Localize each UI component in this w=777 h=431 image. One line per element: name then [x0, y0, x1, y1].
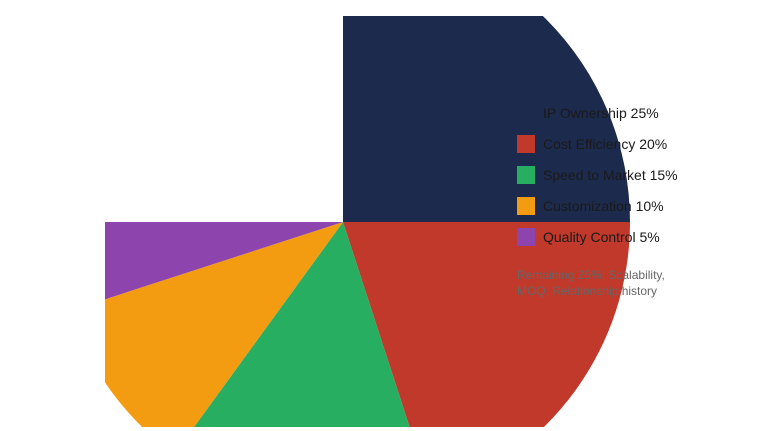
legend-item-cost-efficiency: Cost Efficiency 20% [517, 128, 678, 159]
pie-slice-speed-to-market [194, 222, 410, 427]
pie-chart [105, 16, 630, 427]
pie-slice-ip-ownership [343, 16, 630, 222]
remaining-note: Remaining 25%: Scalability, MOQ, Relatio… [517, 267, 687, 299]
legend-item-speed-to-market: Speed to Market 15% [517, 159, 678, 190]
legend-swatch [517, 103, 535, 122]
pie-slice-cost-efficiency [343, 222, 630, 427]
pie-chart-area [105, 16, 777, 427]
legend-swatch [517, 165, 535, 184]
legend-swatch [517, 227, 535, 246]
pie-slice-customization [105, 222, 343, 427]
legend-label: Customization 10% [543, 197, 664, 214]
legend: IP Ownership 25% Cost Efficiency 20% Spe… [517, 97, 678, 252]
legend-label: IP Ownership 25% [543, 104, 659, 121]
legend-label: Speed to Market 15% [543, 166, 678, 183]
legend-swatch [517, 196, 535, 215]
pie-slice-quality-control [105, 222, 343, 300]
note-line-1: Remaining 25%: Scalability, [517, 268, 665, 282]
legend-item-ip-ownership: IP Ownership 25% [517, 97, 678, 128]
legend-item-quality-control: Quality Control 5% [517, 221, 678, 252]
legend-item-customization: Customization 10% [517, 190, 678, 221]
note-line-2: MOQ, Relationship history [517, 284, 658, 298]
legend-label: Quality Control 5% [543, 228, 660, 245]
legend-label: Cost Efficiency 20% [543, 135, 668, 152]
legend-swatch [517, 134, 535, 153]
